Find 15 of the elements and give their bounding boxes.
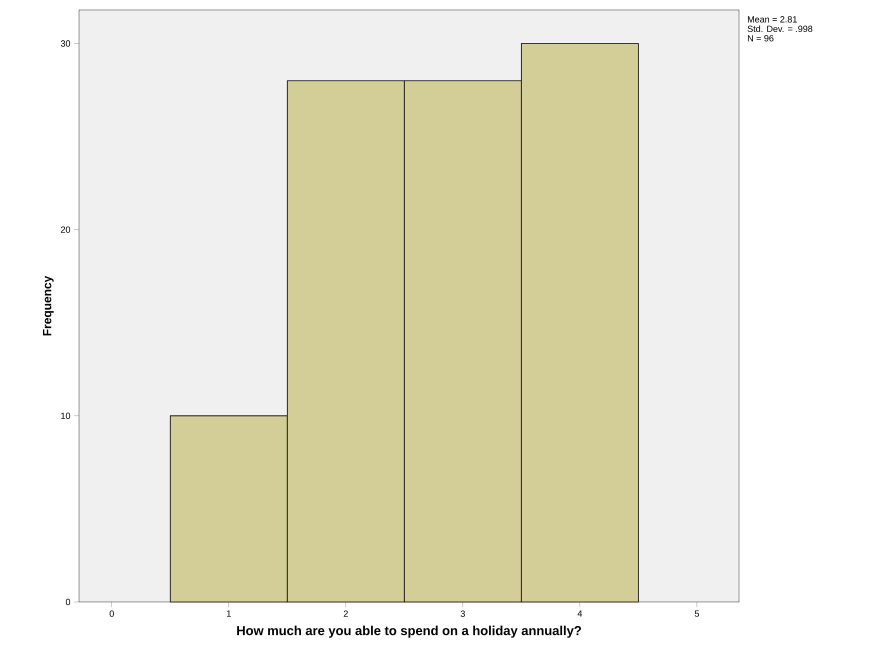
text: Std. Dev. = .998 xyxy=(748,25,812,32)
text: Mean = 2.81 xyxy=(748,16,797,23)
x-axis-title: How much are you able to spend on a holiday annually? xyxy=(237,626,581,638)
x-tick-label: 0 xyxy=(110,610,114,617)
x-tick-label: 4 xyxy=(578,610,582,617)
y-tick-label: 0 xyxy=(66,598,70,606)
text: N = 96 xyxy=(748,35,774,42)
y-axis-title: Frequency xyxy=(42,276,54,336)
y-tick-label: 10 xyxy=(61,412,70,419)
y-tick-label: 20 xyxy=(60,226,70,233)
x-tick-label: 5 xyxy=(694,610,700,617)
y-tick-label: 30 xyxy=(60,40,70,47)
x-tick-label: 1 xyxy=(226,610,231,617)
x-tick-label: 3 xyxy=(460,610,465,617)
x-tick-label: 2 xyxy=(344,610,348,617)
